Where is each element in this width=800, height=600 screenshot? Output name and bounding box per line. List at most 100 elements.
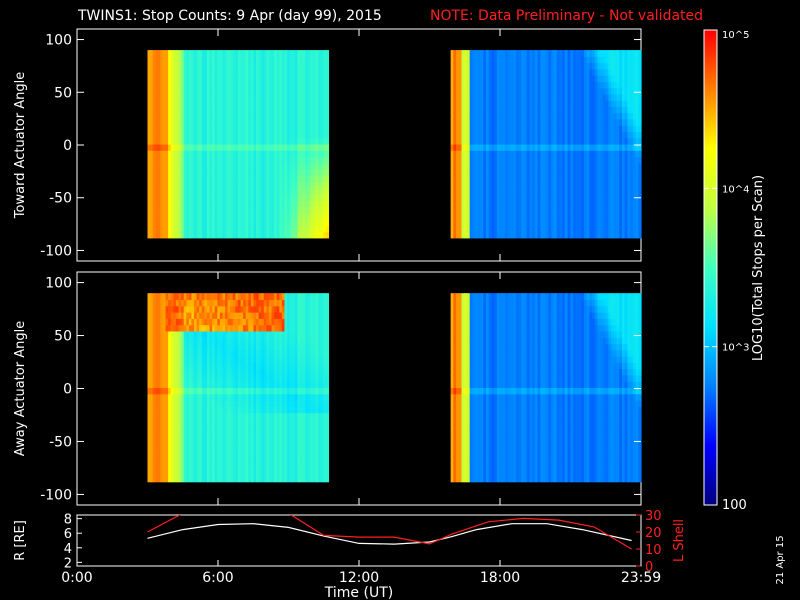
heatmap-cell xyxy=(266,212,270,220)
heatmap-cell xyxy=(543,56,547,64)
heatmap-cell xyxy=(597,87,601,95)
heatmap-cell xyxy=(461,106,465,114)
heatmap-cell xyxy=(491,93,495,101)
heatmap-cell xyxy=(513,150,517,158)
heatmap-cell xyxy=(243,181,247,189)
heatmap-cell xyxy=(562,56,566,64)
heatmap-cell xyxy=(600,131,604,139)
heatmap-cell xyxy=(521,150,525,158)
heatmap-cell xyxy=(271,131,275,139)
heatmap-cell xyxy=(276,62,280,70)
heatmap-cell xyxy=(230,75,234,82)
heatmap-cell xyxy=(556,100,561,108)
heatmap-cell xyxy=(250,81,255,89)
heatmap-cell xyxy=(214,56,218,64)
heatmap-cell xyxy=(524,112,528,120)
heatmap-cell xyxy=(464,219,468,226)
heatmap-cell xyxy=(458,231,463,239)
heatmap-cell xyxy=(496,219,501,226)
heatmap-cell xyxy=(594,137,599,145)
heatmap-cell xyxy=(578,181,582,189)
heatmap-cell xyxy=(323,112,327,120)
heatmap-cell xyxy=(183,381,187,389)
heatmap-cell xyxy=(532,219,536,226)
heatmap-cell xyxy=(320,194,324,201)
heatmap-cell xyxy=(545,131,550,139)
heatmap-cell xyxy=(624,212,628,220)
heatmap-cell xyxy=(602,150,607,158)
heatmap-cell xyxy=(204,400,208,407)
heatmap-cell xyxy=(605,194,609,201)
heatmap-cell xyxy=(567,168,571,176)
heatmap-cell xyxy=(453,219,457,226)
heatmap-cell xyxy=(256,50,260,57)
heatmap-cell xyxy=(248,93,252,101)
heatmap-cell xyxy=(248,106,252,114)
heatmap-cell xyxy=(575,168,580,176)
heatmap-cell xyxy=(505,206,509,214)
heatmap-cell xyxy=(524,187,528,195)
heatmap-cell xyxy=(624,75,628,82)
heatmap-cell xyxy=(458,137,463,145)
heatmap-cell xyxy=(204,131,208,139)
heatmap-cell xyxy=(152,381,156,389)
heatmap-cell xyxy=(201,412,205,420)
heatmap-cell xyxy=(289,81,293,89)
heatmap-cell xyxy=(469,162,474,170)
heatmap-cell xyxy=(315,137,319,145)
heatmap-cell xyxy=(173,137,177,145)
heatmap-cell xyxy=(458,200,463,208)
heatmap-cell xyxy=(230,206,234,214)
heatmap-cell xyxy=(165,206,169,214)
heatmap-cell xyxy=(543,93,547,101)
heatmap-cell xyxy=(266,93,270,101)
heatmap-cell xyxy=(222,231,226,239)
heatmap-cell xyxy=(206,150,211,158)
heatmap-cell xyxy=(243,137,247,145)
heatmap-cell xyxy=(515,112,520,120)
heatmap-cell xyxy=(263,143,267,151)
heatmap-cell xyxy=(206,368,211,376)
heatmap-cell xyxy=(526,56,531,64)
heatmap-cell xyxy=(227,156,231,164)
heatmap-cell xyxy=(201,418,205,426)
heatmap-cell xyxy=(287,75,291,82)
heatmap-cell xyxy=(219,194,224,201)
heatmap-cell xyxy=(230,168,234,176)
heatmap-cell xyxy=(630,194,634,201)
heatmap-cell xyxy=(183,225,187,233)
heatmap-cell xyxy=(201,219,205,226)
heatmap-cell xyxy=(630,137,634,145)
heatmap-cell xyxy=(589,156,593,164)
heatmap-cell xyxy=(209,381,213,389)
heatmap-cell xyxy=(464,106,468,114)
heatmap-cell xyxy=(594,175,599,183)
heatmap-cell xyxy=(245,168,249,176)
heatmap-cell xyxy=(186,293,190,301)
heatmap-cell xyxy=(173,75,177,82)
heatmap-cell xyxy=(248,194,252,201)
heatmap-cell xyxy=(204,62,208,70)
heatmap-cell xyxy=(196,75,200,82)
heatmap-cell xyxy=(173,56,177,64)
heatmap-cell xyxy=(170,349,174,357)
heatmap-cell xyxy=(284,93,288,101)
heatmap-cell xyxy=(263,75,267,82)
heatmap-cell xyxy=(551,168,555,176)
heatmap-cell xyxy=(518,187,522,195)
heatmap-cell xyxy=(510,68,514,76)
heatmap-cell xyxy=(502,118,506,126)
heatmap-cell xyxy=(196,81,200,89)
heatmap-cell xyxy=(456,125,460,133)
heatmap-cell xyxy=(191,56,195,64)
heatmap-cell xyxy=(250,175,255,183)
heatmap-cell xyxy=(287,50,291,57)
heatmap-cell xyxy=(150,418,154,426)
heatmap-cell xyxy=(150,81,154,89)
heatmap-cell xyxy=(196,206,200,214)
heatmap-cell xyxy=(186,162,190,170)
heatmap-cell xyxy=(183,200,187,208)
heatmap-cell xyxy=(181,318,185,326)
heatmap-cell xyxy=(204,106,208,114)
